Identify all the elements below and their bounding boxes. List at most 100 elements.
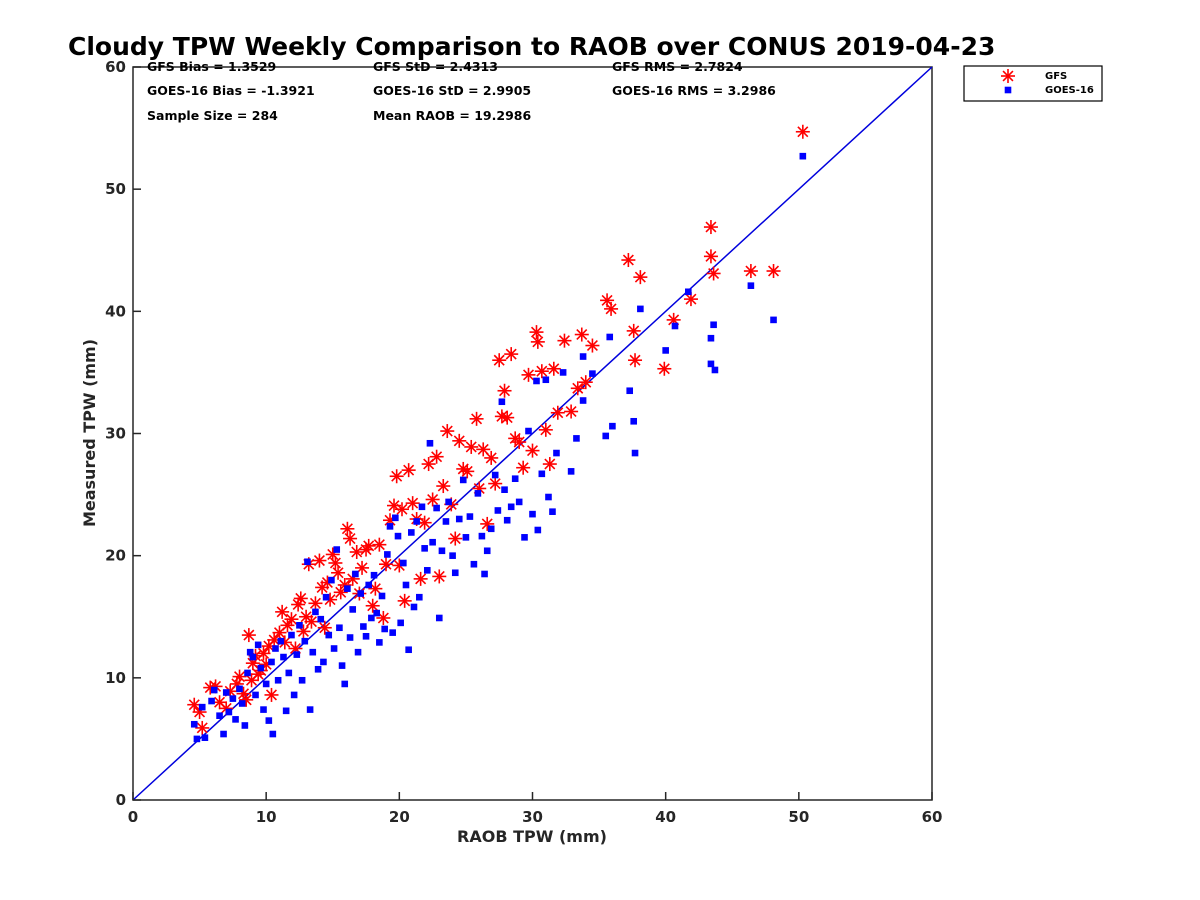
goes16-point [573,435,580,442]
goes16-point [438,547,446,555]
gfs-point [557,333,572,348]
gfs-point [343,531,358,546]
goes16-point [521,534,528,541]
gfs-point [448,531,463,546]
stat-text: GFS StD = 2.4313 [373,59,498,74]
goes16-point [190,720,198,728]
gfs-point [497,383,512,398]
gfs-point [795,124,810,139]
gfs-point [401,463,416,478]
goes16-point [330,645,338,652]
goes16-point [246,648,254,656]
goes16-point [328,576,335,584]
goes16-point [277,637,285,645]
gfs-point [304,614,319,629]
goes16-point [296,622,303,629]
goes16-point [389,629,396,636]
goes16-point [533,377,540,385]
goes16-point [290,691,298,699]
gfs-point [512,435,527,450]
goes16-point [579,397,587,404]
goes16-point [416,593,423,601]
goes16-point [707,360,715,368]
goes16-point [312,608,319,616]
gfs-point [657,361,672,376]
gfs-point [484,450,499,465]
y-tick-label: 60 [105,58,126,76]
chart-title: Cloudy TPW Weekly Comparison to RAOB ove… [68,32,995,61]
goes16-point [451,569,459,577]
goes16-point [352,570,359,578]
goes16-point [249,653,257,661]
gfs-point [340,521,355,536]
y-tick-label: 40 [105,302,126,320]
goes16-point [507,503,515,511]
gfs-point [529,325,544,340]
goes16-point [222,689,230,696]
goes16-point [538,470,546,478]
goes16-point [747,282,755,289]
goes16-point [368,614,375,622]
y-tick-label: 50 [105,180,126,198]
gfs-point [241,628,256,643]
goes16-point [549,508,556,515]
series-goes-16 [190,152,807,743]
data-points-layer [187,124,810,743]
goes16-point [449,552,456,559]
goes16-point [262,680,270,688]
goes16-point [442,518,450,525]
gfs-point [621,253,636,268]
goes16-point [282,707,290,715]
legend-marker-goes16 [1004,86,1012,94]
goes16-point [220,730,227,738]
goes16-point [288,631,295,639]
gfs-point [328,555,343,570]
goes16-point [265,717,273,724]
goes16-point [529,510,536,518]
goes16-point [346,634,354,641]
gfs-point [550,405,565,420]
goes16-point [268,658,275,666]
gfs-point [331,565,346,580]
gfs-point [464,439,479,454]
legend-marker-gfs [1001,69,1015,83]
gfs-point [394,502,409,517]
gfs-point [440,424,455,439]
gfs-point [469,411,484,426]
gfs-point [626,323,641,338]
gfs-point [538,422,553,437]
gfs-point [267,632,282,647]
gfs-point [706,266,721,281]
goes16-point [229,695,237,702]
y-tick-label: 0 [116,791,126,809]
goes16-point [320,658,327,666]
goes16-point [626,387,634,395]
gfs-point [264,687,279,702]
gfs-point [436,479,451,494]
goes16-point [365,581,373,589]
goes16-point [376,639,383,646]
gfs-point [703,220,718,235]
y-axis-label: Measured TPW (mm) [80,339,99,527]
goes16-point [405,646,412,654]
goes16-point [711,366,719,374]
gfs-point [312,553,327,568]
gfs-point [195,720,210,735]
gfs-point [546,361,561,376]
goes16-point [685,288,692,296]
goes16-point [344,585,351,592]
goes16-point [322,593,330,601]
x-tick-label: 0 [128,808,138,826]
goes16-point [241,722,249,729]
goes16-point [293,651,301,658]
x-tick-label: 60 [922,808,943,826]
goes16-point [306,706,314,713]
gfs-point [275,604,290,619]
gfs-point [516,460,531,475]
goes16-point [216,712,223,720]
goes16-point [338,662,346,669]
gfs-point [376,610,391,625]
stat-text: GOES-16 StD = 2.9905 [373,83,531,98]
goes16-point [260,706,267,713]
